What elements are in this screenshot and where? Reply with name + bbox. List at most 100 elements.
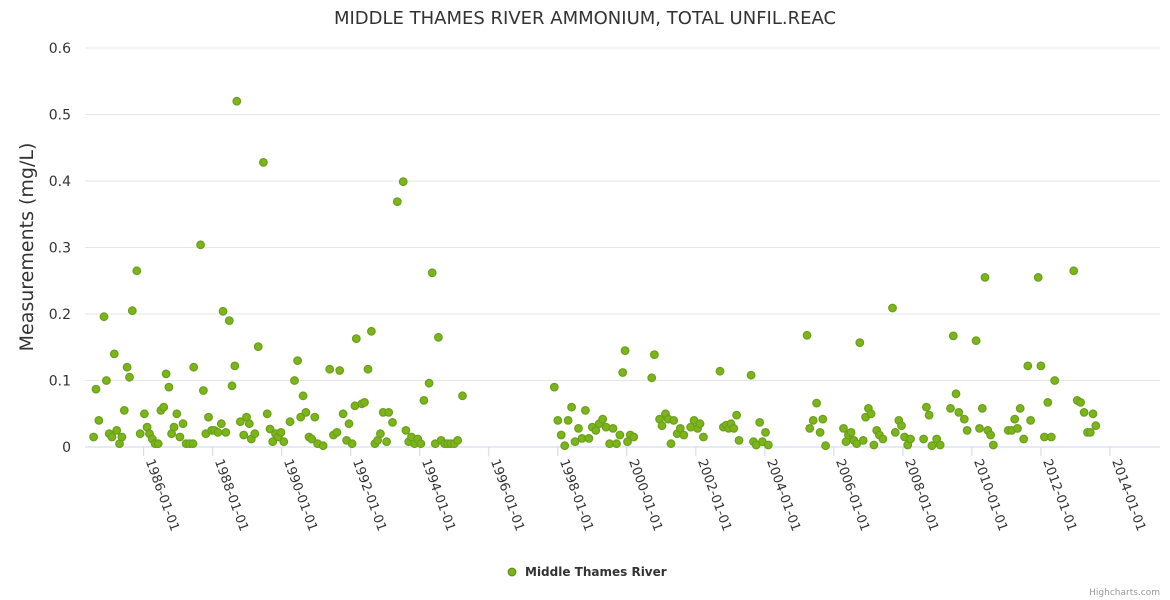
data-point[interactable] — [216, 419, 226, 429]
data-point[interactable] — [91, 384, 101, 394]
data-point[interactable] — [906, 434, 915, 444]
data-point[interactable] — [196, 240, 206, 250]
data-point[interactable] — [567, 402, 576, 412]
data-point[interactable] — [763, 440, 773, 450]
data-point[interactable] — [232, 96, 242, 106]
data-point[interactable] — [262, 409, 272, 419]
data-point[interactable] — [620, 346, 630, 356]
data-point[interactable] — [268, 437, 278, 447]
data-point[interactable] — [122, 362, 132, 372]
data-point[interactable] — [227, 381, 237, 391]
data-point[interactable] — [815, 428, 825, 437]
data-point[interactable] — [293, 356, 303, 366]
data-point[interactable] — [285, 417, 295, 427]
data-point[interactable] — [298, 391, 308, 401]
data-point[interactable] — [218, 306, 228, 316]
data-point[interactable] — [175, 432, 185, 442]
data-point[interactable] — [1088, 409, 1098, 419]
data-point[interactable] — [434, 332, 443, 342]
data-point[interactable] — [424, 378, 434, 388]
data-point[interactable] — [127, 306, 137, 316]
data-point[interactable] — [866, 409, 876, 419]
data-point[interactable] — [951, 389, 961, 399]
data-point[interactable] — [363, 364, 373, 374]
data-point[interactable] — [235, 417, 245, 427]
data-point[interactable] — [135, 429, 145, 439]
data-point[interactable] — [119, 406, 129, 415]
data-point[interactable] — [398, 177, 408, 187]
data-point[interactable] — [221, 428, 231, 437]
data-point[interactable] — [986, 430, 995, 440]
data-point[interactable] — [112, 426, 122, 435]
data-point[interactable] — [734, 436, 744, 445]
data-point[interactable] — [244, 419, 254, 429]
data-point[interactable] — [1091, 421, 1101, 431]
data-point[interactable] — [335, 366, 345, 375]
data-point[interactable] — [755, 418, 765, 427]
data-point[interactable] — [927, 441, 937, 451]
data-point[interactable] — [1069, 266, 1079, 276]
data-point[interactable] — [325, 364, 335, 374]
data-point[interactable] — [139, 409, 149, 419]
data-point[interactable] — [549, 382, 559, 392]
data-point[interactable] — [669, 416, 679, 425]
data-point[interactable] — [812, 398, 821, 408]
data-point[interactable] — [382, 437, 392, 447]
data-point[interactable] — [591, 426, 601, 435]
data-point[interactable] — [198, 386, 208, 395]
data-point[interactable] — [553, 416, 563, 425]
data-point[interactable] — [988, 440, 998, 450]
data-point[interactable] — [657, 421, 667, 431]
data-point[interactable] — [101, 376, 111, 385]
data-point[interactable] — [581, 406, 590, 415]
data-point[interactable] — [169, 422, 179, 432]
data-point[interactable] — [109, 349, 119, 359]
data-point[interactable] — [307, 434, 317, 444]
data-point[interactable] — [666, 439, 676, 449]
data-point[interactable] — [556, 430, 566, 440]
data-point[interactable] — [890, 428, 900, 437]
data-point[interactable] — [888, 303, 897, 313]
data-point[interactable] — [629, 432, 639, 442]
data-point[interactable] — [99, 312, 109, 322]
data-point[interactable] — [732, 410, 741, 420]
data-point[interactable] — [310, 412, 320, 422]
data-point[interactable] — [560, 441, 570, 451]
data-point[interactable] — [250, 429, 260, 439]
data-point[interactable] — [715, 366, 725, 376]
data-point[interactable] — [230, 361, 240, 371]
data-point[interactable] — [650, 350, 659, 360]
data-point[interactable] — [839, 424, 848, 433]
data-point[interactable] — [384, 408, 394, 417]
data-point[interactable] — [178, 419, 188, 429]
data-point[interactable] — [647, 373, 657, 383]
data-point[interactable] — [164, 382, 174, 392]
data-point[interactable] — [1010, 414, 1020, 424]
data-point[interactable] — [159, 402, 169, 412]
data-point[interactable] — [419, 396, 429, 405]
data-point[interactable] — [239, 430, 249, 440]
data-point[interactable] — [855, 338, 865, 348]
data-point[interactable] — [821, 441, 830, 451]
data-point[interactable] — [761, 428, 770, 437]
data-point[interactable] — [89, 432, 98, 442]
data-point[interactable] — [598, 414, 608, 424]
data-point[interactable] — [265, 424, 275, 434]
data-point[interactable] — [1043, 398, 1053, 407]
data-point[interactable] — [1023, 361, 1033, 371]
data-point[interactable] — [153, 439, 163, 449]
data-point[interactable] — [204, 412, 213, 422]
data-point[interactable] — [1050, 376, 1060, 385]
data-point[interactable] — [846, 428, 856, 437]
data-point[interactable] — [125, 372, 134, 382]
data-point[interactable] — [107, 432, 117, 442]
data-point[interactable] — [427, 268, 437, 278]
data-point[interactable] — [808, 416, 818, 425]
data-point[interactable] — [959, 414, 969, 424]
data-point[interactable] — [615, 430, 625, 440]
data-point[interactable] — [360, 398, 369, 407]
data-point[interactable] — [563, 416, 573, 425]
data-point[interactable] — [367, 326, 376, 336]
data-point[interactable] — [805, 424, 815, 433]
data-point[interactable] — [570, 437, 580, 447]
